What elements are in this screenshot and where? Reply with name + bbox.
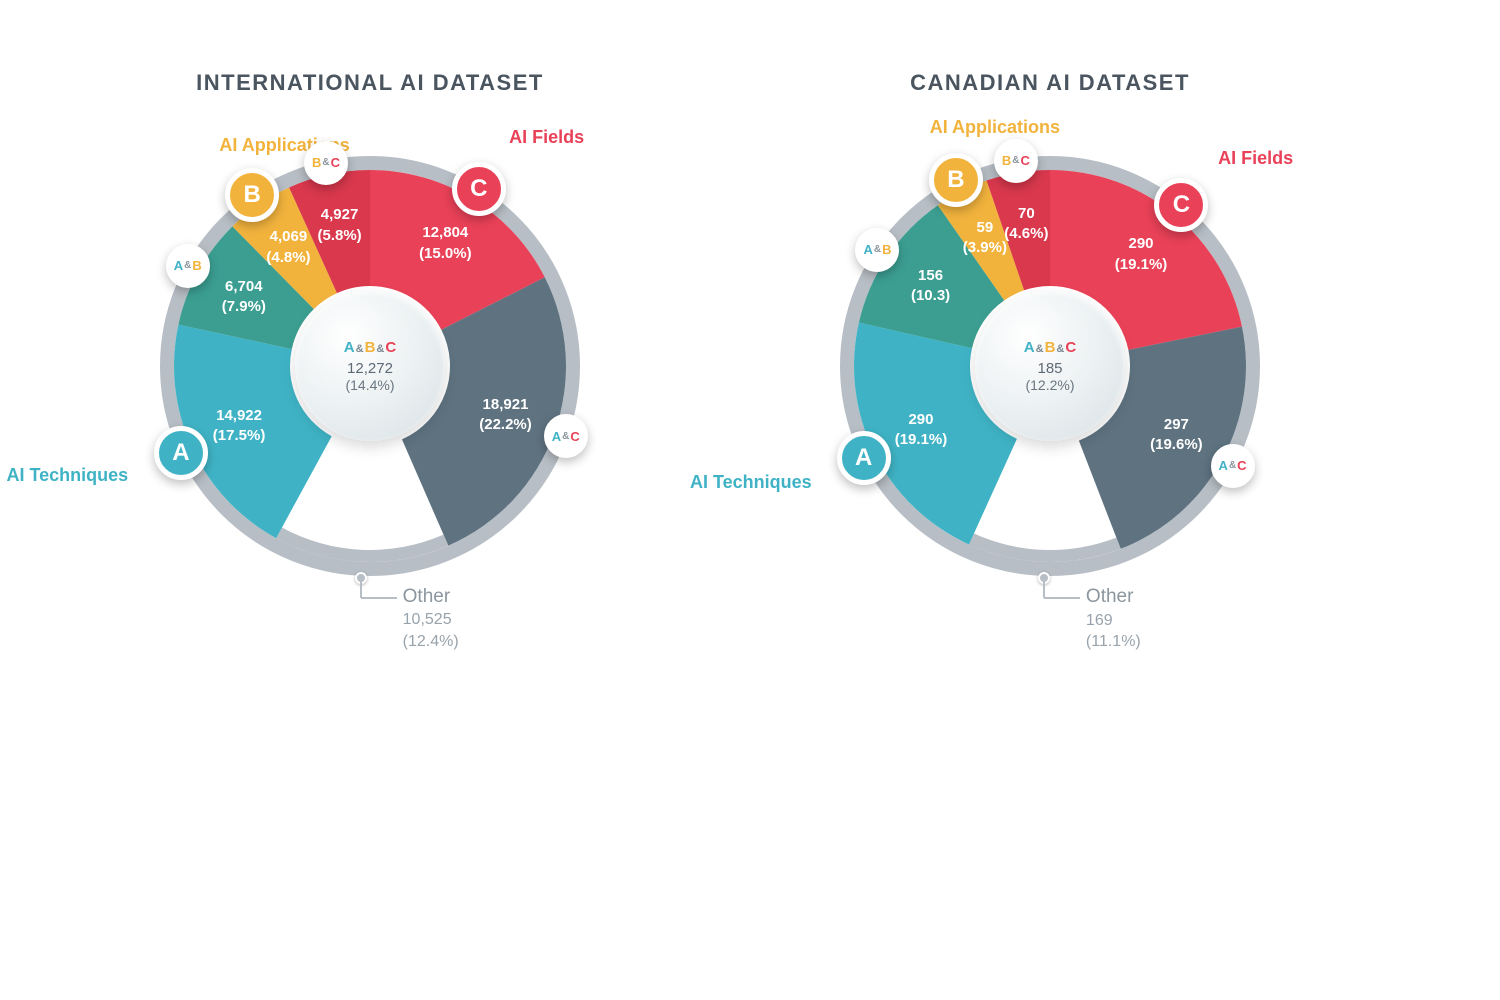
center-C: C	[385, 339, 396, 356]
center-disk: A&B&C 185 (12.2%)	[975, 291, 1125, 441]
badge-B: B	[225, 168, 279, 222]
badge-AB: A&B	[166, 244, 210, 288]
amp-icon: &	[355, 343, 365, 355]
chart-title: INTERNATIONAL AI DATASET	[90, 70, 650, 96]
center-A: A	[344, 339, 355, 356]
badge-BC: B&C	[994, 139, 1038, 183]
donut-holder: A&B&C 185 (12.2%) 290(19.1%)297(19.6%)29…	[820, 136, 1280, 596]
chart-international: INTERNATIONAL AI DATASET A&B&C 12,272 (1…	[90, 70, 650, 830]
center-abc: A&B&C	[1024, 339, 1076, 356]
category-label-B: AI Applications	[930, 117, 1060, 138]
category-label-A: AI Techniques	[652, 472, 812, 493]
chart-title: CANADIAN AI DATASET	[770, 70, 1330, 96]
category-label-A: AI Techniques	[0, 465, 128, 486]
other-leader-line	[361, 597, 397, 599]
center-disk: A&B&C 12,272 (14.4%)	[295, 291, 445, 441]
badge-C: C	[452, 162, 506, 216]
amp-icon: &	[375, 343, 385, 355]
center-percent: (14.4%)	[345, 377, 394, 393]
badge-AC: A&C	[1211, 444, 1255, 488]
badge-A: A	[154, 426, 208, 480]
category-label-C: AI Fields	[509, 127, 584, 148]
amp-icon: &	[1035, 343, 1045, 355]
donut-holder: A&B&C 12,272 (14.4%) 12,804(15.0%)18,921…	[140, 136, 600, 596]
center-percent: (12.2%)	[1025, 377, 1074, 393]
badge-AB: A&B	[855, 228, 899, 272]
chart-canadian: CANADIAN AI DATASET A&B&C 185 (12.2%) 29…	[770, 70, 1330, 830]
center-C: C	[1065, 339, 1076, 356]
other-leader-line	[360, 578, 362, 598]
center-B: B	[365, 339, 376, 356]
badge-BC: B&C	[304, 141, 348, 185]
category-label-C: AI Fields	[1218, 148, 1293, 169]
center-B: B	[1045, 339, 1056, 356]
other-label-block: Other10,525(12.4%)	[403, 584, 459, 653]
badge-C: C	[1154, 178, 1208, 232]
badge-A: A	[837, 431, 891, 485]
other-leader-line	[1043, 578, 1045, 598]
badge-AC: A&C	[544, 414, 588, 458]
amp-icon: &	[1055, 343, 1065, 355]
center-value: 12,272	[347, 360, 393, 377]
charts-container: INTERNATIONAL AI DATASET A&B&C 12,272 (1…	[0, 0, 1500, 830]
center-abc: A&B&C	[344, 339, 396, 356]
center-value: 185	[1037, 360, 1062, 377]
center-A: A	[1024, 339, 1035, 356]
other-label-block: Other169(11.1%)	[1086, 584, 1141, 653]
other-leader-line	[1044, 597, 1080, 599]
